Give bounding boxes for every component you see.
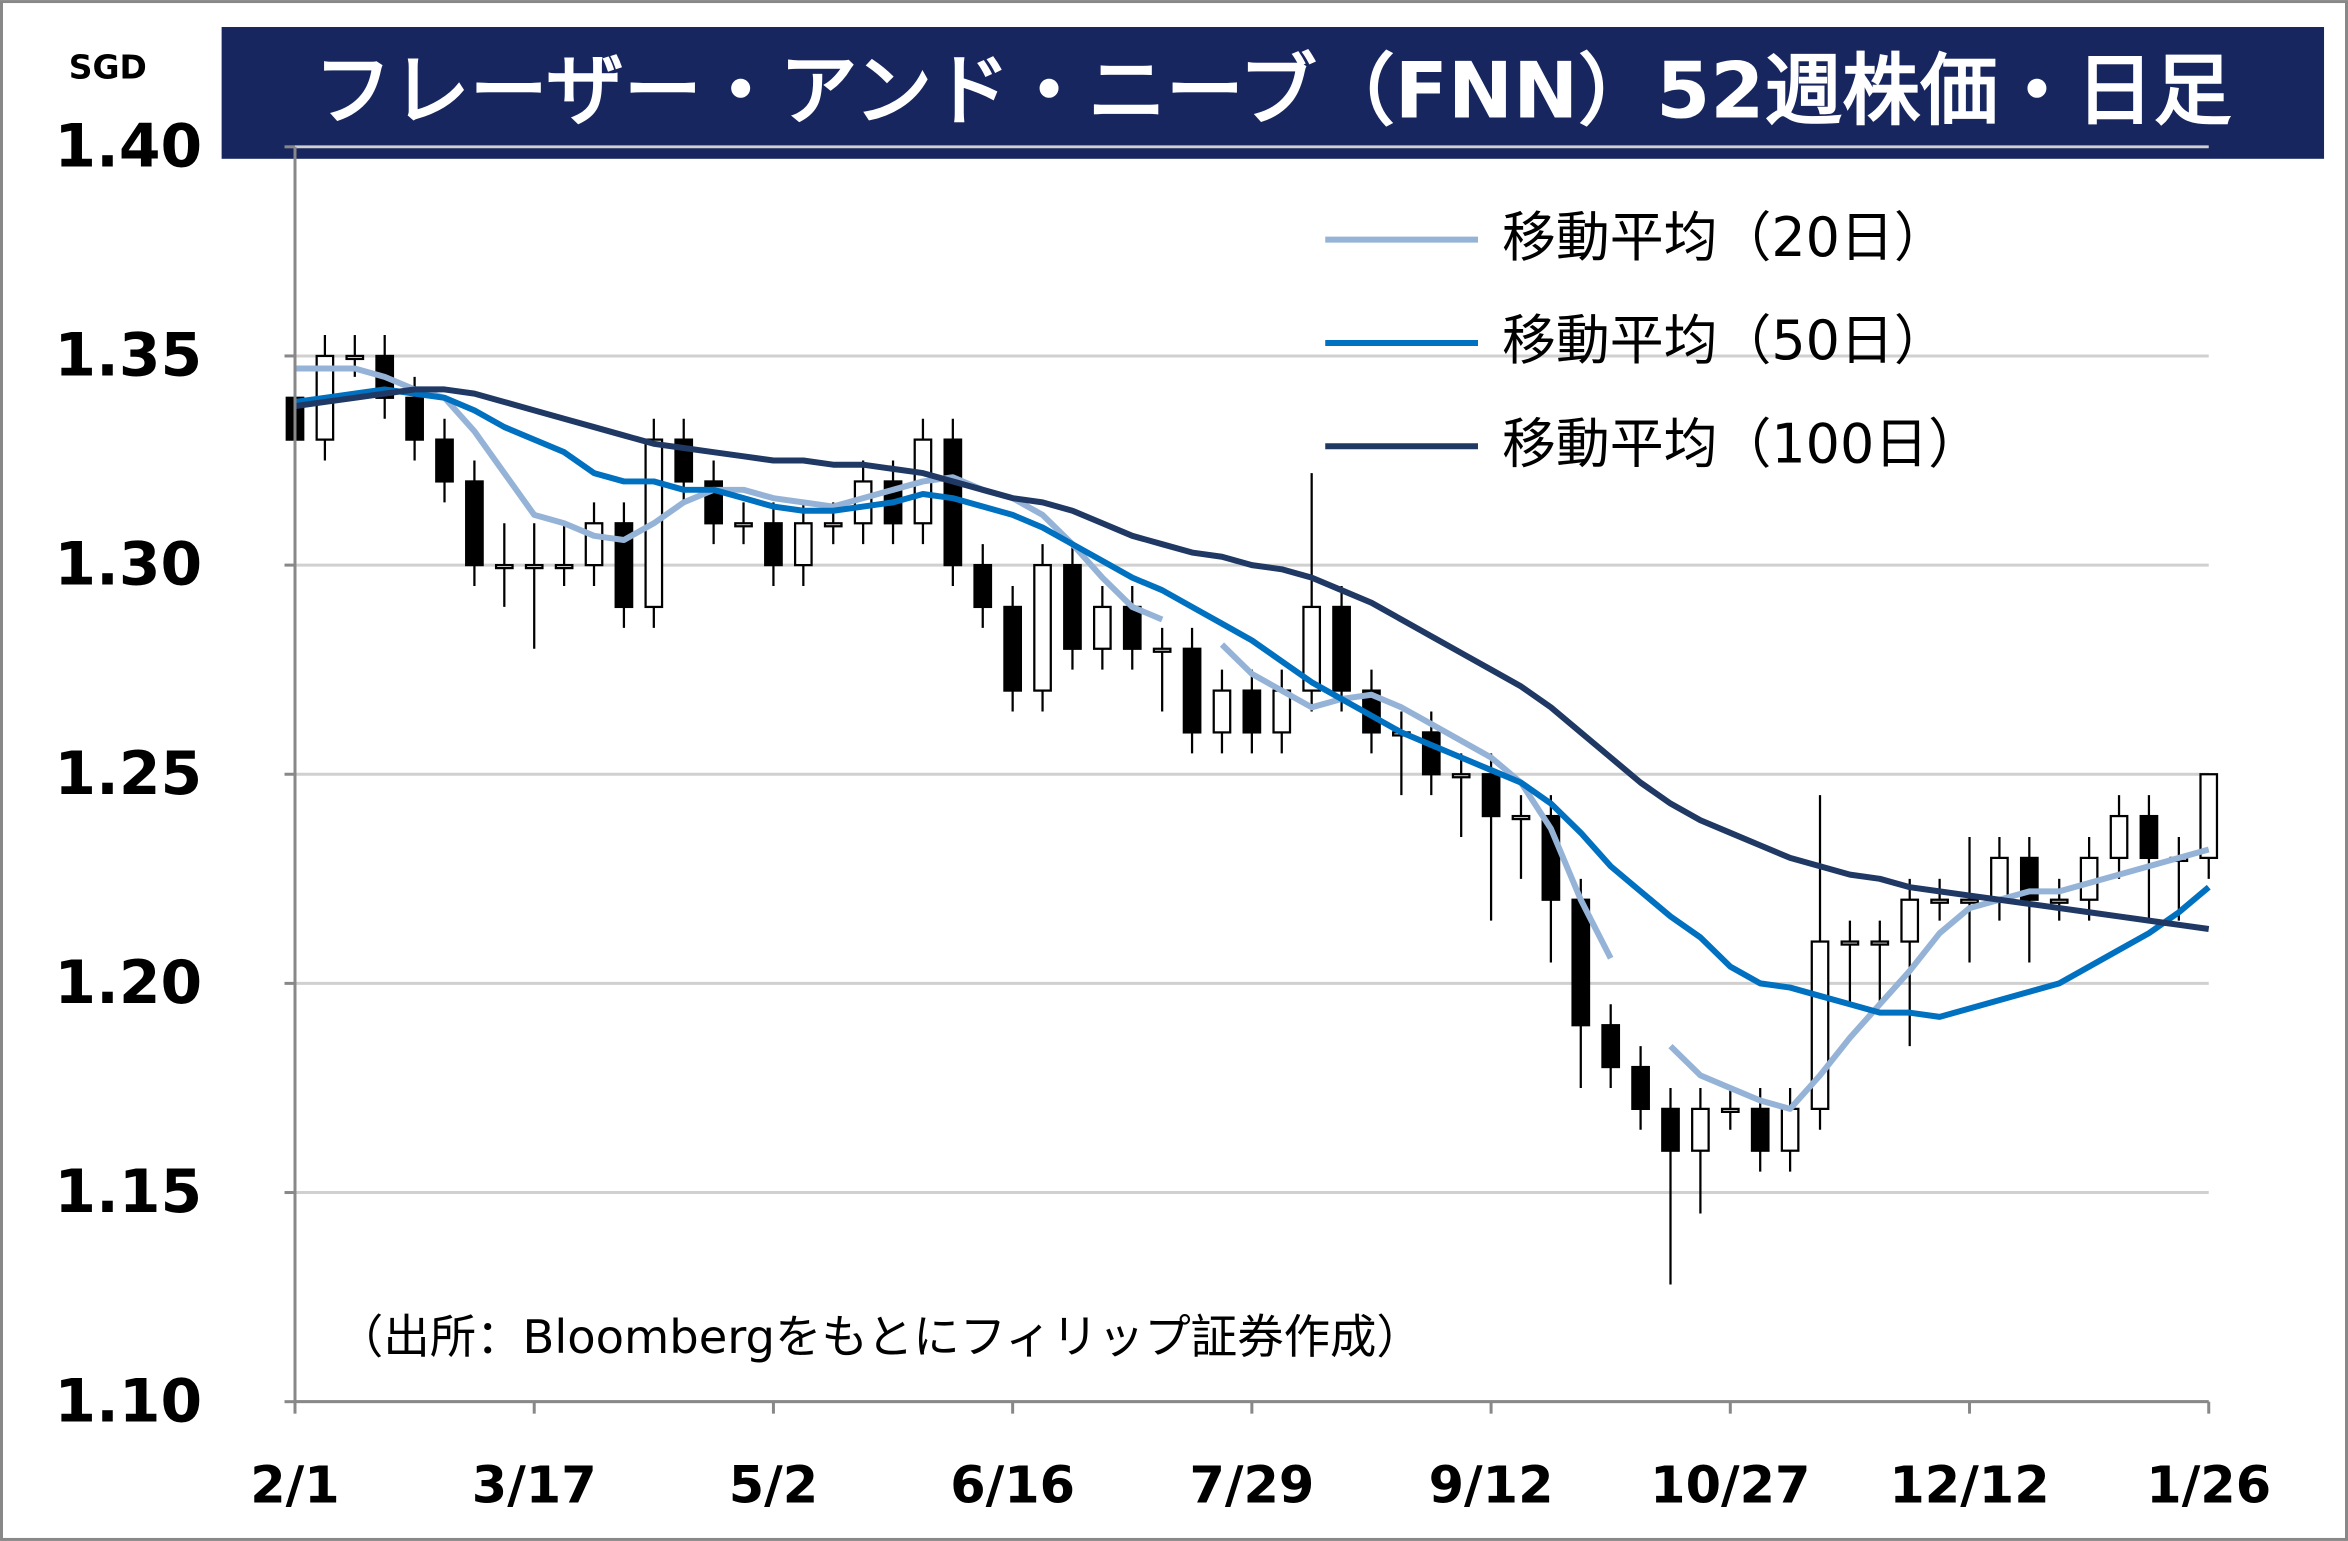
candle-body: [1122, 605, 1142, 650]
moving-average-line: [294, 386, 2210, 932]
candle-body: [1003, 605, 1023, 692]
moving-average-line: [1219, 642, 1614, 960]
candle-body: [973, 563, 993, 609]
candle-body: [2049, 898, 2069, 904]
candle-body: [764, 522, 783, 567]
y-tick-label: 1.30: [54, 530, 202, 600]
legend-label: 移動平均（100日）: [1502, 412, 1982, 475]
candle-body: [1451, 773, 1471, 779]
candle-body: [1033, 563, 1052, 692]
candle-body: [435, 438, 454, 483]
x-tick-label: 6/16: [950, 1457, 1075, 1516]
candle-body: [2199, 773, 2219, 860]
candle-body: [1481, 773, 1501, 818]
x-tick-label: 7/29: [1189, 1457, 1314, 1516]
candle-body: [1930, 898, 1949, 904]
candle-body: [1152, 647, 1172, 653]
x-tick-label: 12/12: [1889, 1457, 2049, 1516]
y-tick-label: 1.20: [54, 948, 202, 1018]
candle-body: [1990, 856, 2009, 901]
candle-body: [1691, 1107, 1710, 1152]
y-tick-label: 1.40: [54, 111, 202, 181]
y-tick-label: 1.25: [54, 739, 202, 809]
x-tick-label: 5/2: [729, 1457, 818, 1516]
x-tick-label: 1/26: [2146, 1457, 2271, 1516]
candle-body: [1840, 940, 1860, 946]
candle-body: [524, 563, 544, 570]
candle-body: [1182, 647, 1202, 734]
axes: 1.40 1.35 1.30 1.25 1.20 1.15 1.10 2/1 3/17 5/2 6/…: [54, 111, 2271, 1515]
x-tick-label: 9/12: [1429, 1457, 1554, 1516]
x-tick-label: 2/1: [250, 1457, 339, 1516]
candle-body: [554, 563, 574, 570]
y-tick-label: 1.10: [54, 1366, 202, 1436]
candle-body: [793, 522, 813, 567]
x-tick-label: 10/27: [1650, 1457, 1810, 1516]
candle-body: [1720, 1107, 1740, 1113]
candle-body: [823, 522, 843, 528]
title-banner: [221, 27, 2325, 159]
candle-body: [734, 522, 753, 528]
candle-body: [1780, 1107, 1800, 1152]
candle-body: [1750, 1107, 1770, 1152]
candle-body: [345, 354, 365, 361]
x-tick-label: 3/17: [472, 1457, 597, 1516]
legend-label: 移動平均（20日）: [1502, 206, 1948, 269]
moving-average-line: [1668, 846, 2210, 1112]
candle-body: [1332, 605, 1351, 692]
candle-body: [1601, 1024, 1621, 1069]
candle-body: [584, 522, 604, 567]
candle-body: [1960, 898, 1979, 904]
candle-body: [1661, 1107, 1680, 1152]
candle-body: [1421, 731, 1441, 776]
candle-body: [2109, 814, 2129, 860]
y-tick-label: 1.35: [54, 321, 202, 391]
candle-body: [1242, 689, 1262, 734]
candle-body: [1511, 814, 1531, 821]
candle-body: [1870, 940, 1890, 946]
moving-average-line: [294, 386, 2211, 1020]
candle-body: [405, 396, 424, 441]
candle-body: [2139, 814, 2159, 860]
candle-body: [1900, 898, 1920, 943]
y-tick-label: 1.15: [54, 1157, 202, 1227]
candle-body: [1212, 689, 1232, 734]
candle-body: [494, 563, 514, 570]
legend-label: 移動平均（50日）: [1502, 309, 1948, 372]
candle-body: [1571, 898, 1591, 1027]
legend: 移動平均（20日） 移動平均（50日） 移動平均（100日）: [1325, 206, 1982, 475]
y-unit: SGD: [69, 47, 147, 86]
chart-title: フレーザー・アンド・ニーブ（FNN）52週株価・日足: [314, 46, 2232, 136]
candle-body: [614, 522, 634, 609]
candle-body: [465, 480, 484, 567]
candle-body: [1631, 1065, 1650, 1110]
source-note: （出所：Bloombergをもとにフィリップ証券作成）: [337, 1310, 1423, 1364]
candle-body: [1063, 563, 1082, 650]
candle-body: [1302, 605, 1322, 692]
moving-averages: [294, 365, 2211, 1112]
candle-body: [1092, 605, 1112, 650]
